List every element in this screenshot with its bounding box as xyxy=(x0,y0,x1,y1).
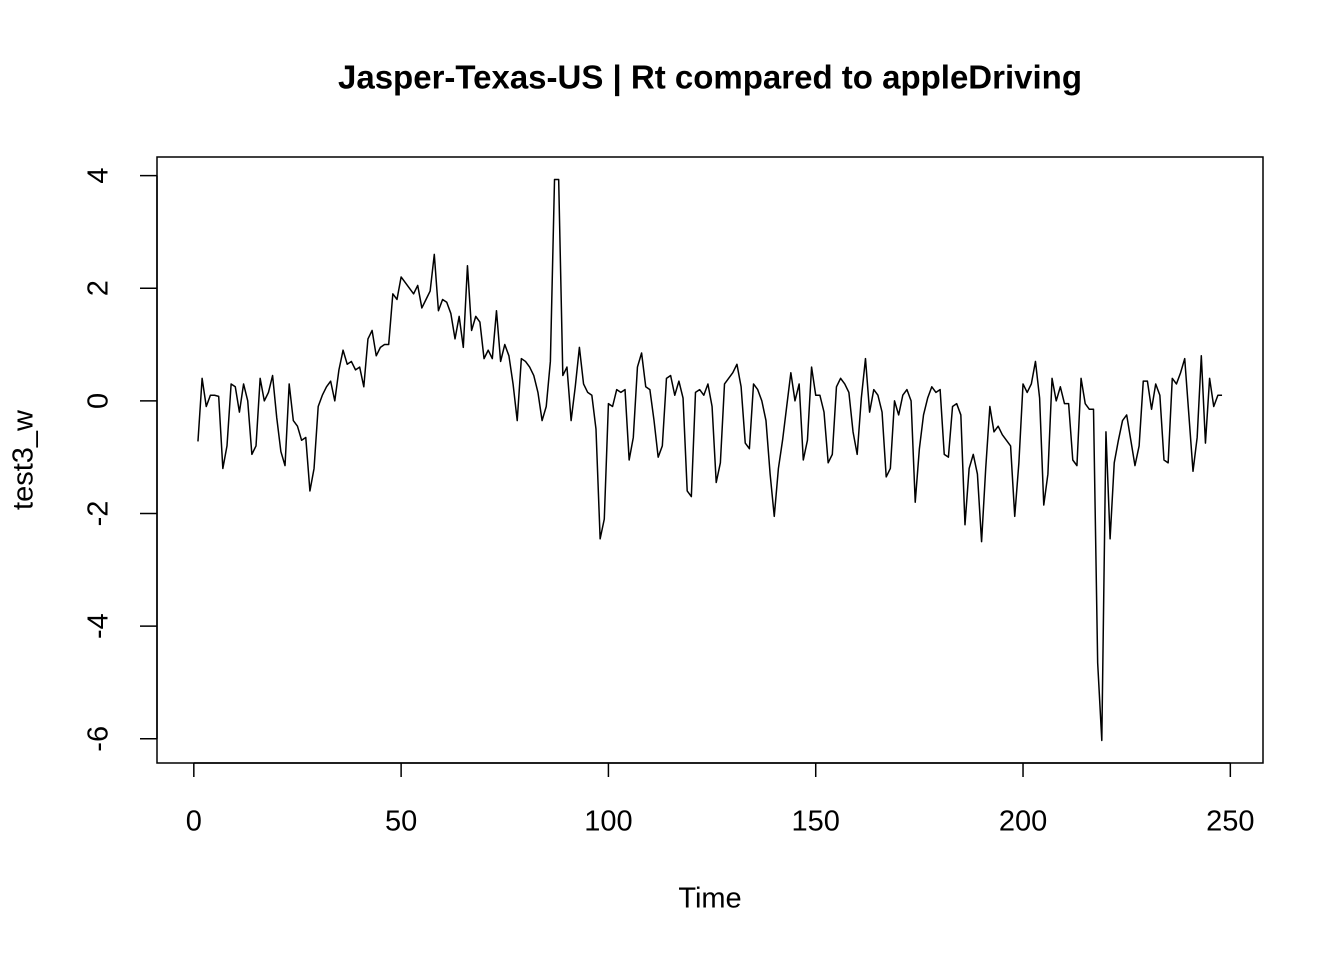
y-axis-label: test3_w xyxy=(8,409,40,510)
y-tick-label: 0 xyxy=(83,393,115,409)
y-tick-label: -2 xyxy=(83,501,115,527)
x-tick-label: 100 xyxy=(584,806,632,838)
y-tick-label: 4 xyxy=(83,168,115,184)
chart-title: Jasper-Texas-US | Rt compared to appleDr… xyxy=(338,59,1082,96)
x-tick-label: 250 xyxy=(1206,806,1254,838)
x-tick-label: 200 xyxy=(999,806,1047,838)
y-tick-label: 2 xyxy=(83,280,115,296)
series-line xyxy=(197,178,1223,742)
y-tick-label: -4 xyxy=(83,613,115,639)
x-tick-label: 0 xyxy=(186,806,202,838)
x-tick-label: 50 xyxy=(385,806,417,838)
y-tick-label: -6 xyxy=(83,726,115,752)
x-tick-label: 150 xyxy=(792,806,840,838)
x-axis-label: Time xyxy=(678,883,741,915)
